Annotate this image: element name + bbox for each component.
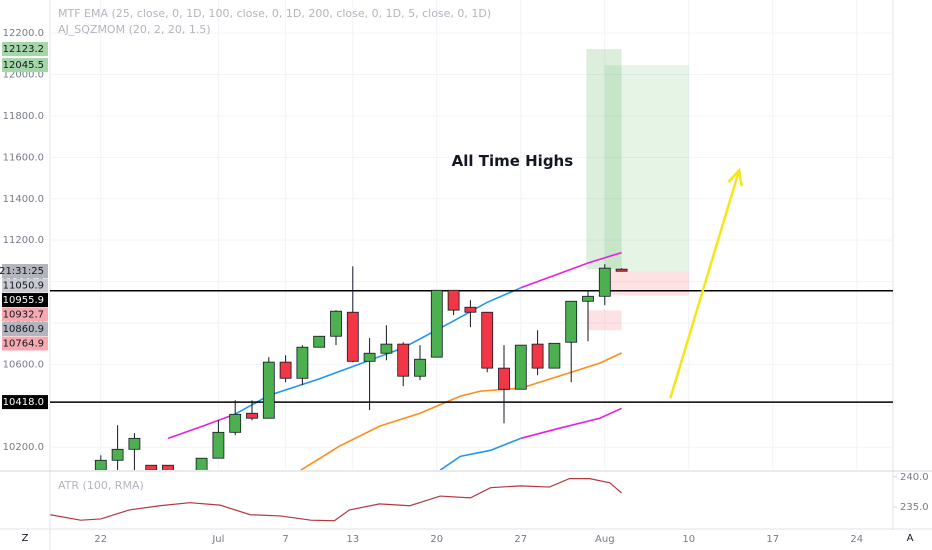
price-label-bg bbox=[2, 42, 48, 57]
price-label-bg bbox=[2, 322, 48, 337]
candle-body bbox=[313, 335, 326, 348]
candle-body bbox=[498, 367, 510, 390]
x-tick-label: Jul bbox=[211, 534, 224, 545]
position-zone bbox=[604, 65, 689, 272]
x-tick-label: 24 bbox=[850, 534, 863, 545]
price-label-bg bbox=[2, 293, 48, 308]
y-tick-label: 11400.0 bbox=[3, 194, 44, 205]
y-tick-label: 12000.0 bbox=[3, 70, 44, 81]
candle-body bbox=[195, 457, 208, 470]
candle-body bbox=[615, 268, 628, 272]
ema-line bbox=[520, 407, 622, 440]
position-zone bbox=[588, 310, 622, 331]
candle-body bbox=[531, 343, 544, 369]
candle-body bbox=[346, 311, 359, 362]
price-label-bg bbox=[2, 58, 48, 73]
candle-body bbox=[229, 413, 242, 433]
candle-body bbox=[296, 346, 309, 379]
candle-body bbox=[447, 289, 460, 311]
indicator-legend: MTF EMA (25, close, 0, 1D, 100, close, 0… bbox=[58, 7, 491, 20]
y-tick-label: 10600.0 bbox=[3, 359, 44, 370]
countdown: 21:31:25 bbox=[0, 266, 44, 277]
x-tick-label: 17 bbox=[766, 534, 779, 545]
y-tick-label: 11800.0 bbox=[3, 111, 44, 122]
candle-body bbox=[145, 464, 158, 470]
indicator-legend: AJ_SQZMOM (20, 2, 20, 1.5) bbox=[58, 23, 211, 36]
overlay: 10200.010400.010600.010800.011000.011200… bbox=[0, 7, 929, 545]
price-label: 11050.9 bbox=[3, 281, 44, 292]
candle-body bbox=[111, 448, 124, 461]
y-tick-label: 240.0 bbox=[900, 472, 929, 483]
y-tick-label: 12200.0 bbox=[3, 28, 44, 39]
candle-body bbox=[397, 343, 410, 377]
price-label: 10932.7 bbox=[3, 310, 44, 321]
scale-button[interactable]: Z bbox=[22, 533, 29, 544]
price-label-bg bbox=[2, 336, 48, 351]
price-label: 10418.0 bbox=[3, 397, 44, 408]
price-pane bbox=[50, 0, 893, 470]
candle-body bbox=[380, 343, 393, 354]
x-tick-label: 20 bbox=[430, 534, 443, 545]
x-tick-label: Aug bbox=[595, 534, 615, 545]
candle-body bbox=[481, 311, 494, 369]
candle-body bbox=[330, 310, 342, 337]
candle-body bbox=[464, 306, 477, 313]
price-label-bg bbox=[2, 307, 48, 322]
indicator-legend: ATR (100, RMA) bbox=[58, 479, 144, 492]
price-label-bg bbox=[2, 278, 48, 293]
price-label: 12123.2 bbox=[3, 44, 44, 55]
arrow bbox=[669, 169, 741, 399]
x-tick-label: 13 bbox=[346, 534, 359, 545]
candle-body bbox=[414, 358, 426, 377]
candle-body bbox=[363, 352, 376, 362]
x-tick-label: 22 bbox=[94, 534, 107, 545]
x-tick-label: 10 bbox=[682, 534, 695, 545]
candle-body bbox=[94, 459, 107, 470]
y-tick-label: 11600.0 bbox=[3, 152, 44, 163]
position-zone bbox=[586, 49, 622, 270]
price-label-bg bbox=[2, 395, 48, 410]
candle-body bbox=[262, 361, 275, 419]
y-tick-label: 235.0 bbox=[900, 502, 929, 513]
atr-line bbox=[50, 478, 622, 522]
ema-line bbox=[439, 437, 522, 470]
candle-body bbox=[548, 342, 561, 369]
price-label: 10860.9 bbox=[3, 324, 44, 335]
candle-body bbox=[598, 267, 611, 297]
y-tick-label: 11200.0 bbox=[3, 235, 44, 246]
candle-body bbox=[246, 412, 258, 419]
arrow-head bbox=[727, 167, 743, 187]
ema-line bbox=[234, 287, 522, 415]
price-label: 12045.5 bbox=[3, 60, 44, 71]
candle-body bbox=[279, 361, 292, 379]
candle-body bbox=[128, 437, 141, 450]
ema-line bbox=[300, 352, 622, 470]
x-tick-label: 27 bbox=[514, 534, 527, 545]
x-tick-label: 7 bbox=[282, 534, 288, 545]
candle-body bbox=[514, 344, 527, 390]
candle-body bbox=[430, 289, 443, 358]
price-label: 10764.9 bbox=[3, 339, 44, 350]
ema-line bbox=[520, 251, 622, 289]
price-label: 10955.9 bbox=[3, 295, 44, 306]
countdown-bg bbox=[2, 264, 48, 279]
candle-body bbox=[565, 300, 578, 343]
candle-body bbox=[212, 431, 225, 459]
y-tick-label: 10200.0 bbox=[3, 442, 44, 453]
position-zone bbox=[604, 271, 689, 296]
candle-body bbox=[162, 464, 174, 470]
candle-body bbox=[582, 295, 594, 302]
scale-button[interactable]: A bbox=[907, 533, 914, 544]
ema-line bbox=[167, 413, 236, 440]
annotation: All Time Highs bbox=[452, 152, 574, 170]
